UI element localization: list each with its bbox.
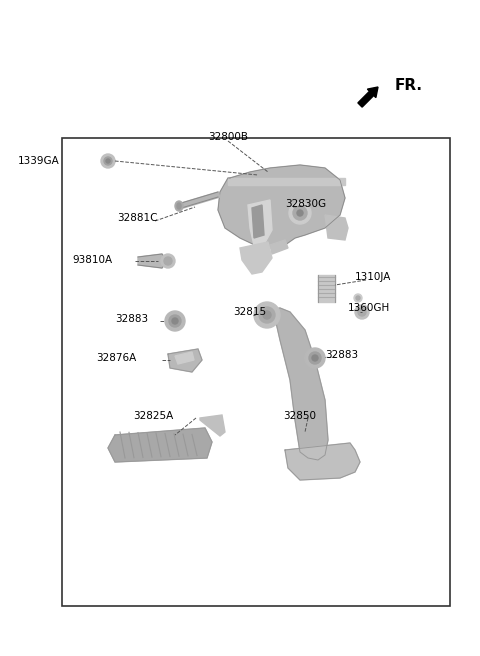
Polygon shape: [200, 415, 225, 436]
Circle shape: [309, 352, 321, 364]
Circle shape: [289, 202, 311, 224]
Polygon shape: [285, 443, 360, 480]
Polygon shape: [268, 308, 328, 460]
Text: 32825A: 32825A: [133, 411, 173, 421]
Circle shape: [164, 257, 172, 265]
Circle shape: [356, 296, 360, 300]
Circle shape: [358, 308, 366, 316]
Circle shape: [354, 294, 362, 302]
Polygon shape: [228, 178, 345, 185]
Circle shape: [305, 348, 325, 368]
Text: 1339GA: 1339GA: [18, 156, 60, 166]
Circle shape: [263, 311, 271, 319]
Ellipse shape: [177, 203, 181, 209]
Circle shape: [312, 355, 318, 361]
Circle shape: [254, 302, 280, 328]
Polygon shape: [178, 192, 220, 209]
Circle shape: [259, 307, 275, 323]
Circle shape: [355, 305, 369, 319]
Circle shape: [101, 154, 115, 168]
Polygon shape: [248, 200, 272, 250]
Ellipse shape: [175, 201, 183, 211]
Polygon shape: [318, 275, 335, 302]
Circle shape: [106, 159, 110, 163]
Text: 32881C: 32881C: [117, 213, 157, 223]
Polygon shape: [240, 242, 272, 274]
Polygon shape: [175, 352, 194, 364]
Text: 32883: 32883: [115, 314, 148, 324]
Text: 32815: 32815: [233, 307, 266, 317]
Polygon shape: [325, 215, 348, 240]
Text: 1310JA: 1310JA: [355, 272, 391, 282]
Circle shape: [165, 311, 185, 331]
Text: 32830G: 32830G: [285, 199, 326, 209]
Text: 1360GH: 1360GH: [348, 303, 390, 313]
Circle shape: [293, 206, 307, 220]
Polygon shape: [270, 240, 288, 254]
Bar: [62, 138, 450, 606]
Circle shape: [104, 157, 112, 165]
Polygon shape: [218, 165, 345, 248]
Text: 32850: 32850: [283, 411, 316, 421]
Text: 32876A: 32876A: [96, 353, 136, 363]
Circle shape: [297, 210, 303, 216]
Text: 93810A: 93810A: [72, 255, 112, 265]
Polygon shape: [138, 254, 167, 268]
Circle shape: [169, 315, 181, 327]
FancyArrow shape: [358, 87, 378, 107]
Polygon shape: [252, 205, 264, 238]
Text: 32883: 32883: [325, 350, 358, 360]
Polygon shape: [108, 428, 212, 462]
Circle shape: [161, 254, 175, 268]
Circle shape: [172, 318, 178, 324]
Polygon shape: [168, 349, 202, 372]
Text: FR.: FR.: [395, 79, 423, 94]
Text: 32800B: 32800B: [208, 132, 248, 142]
